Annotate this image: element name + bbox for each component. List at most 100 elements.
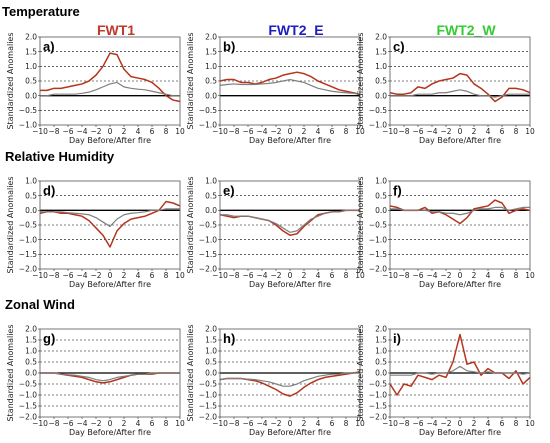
y-tick-label: 0.0 [375,91,387,100]
y-axis-label: Standardized Anomalies [356,324,365,421]
y-tick-label: −0.5 [19,221,37,230]
y-tick-label: −1.5 [369,402,387,411]
x-tick-label: 2 [122,419,127,428]
x-tick-label: 4 [486,127,491,136]
panel-i: −2.0 −1.5 −1.0 −0.5 0.0 0.5 1.0 1.5 2.0 −10 −8 −6 −4… [356,324,535,437]
x-axis-label: Day Before/After fire [69,280,151,289]
y-tick-label: −1.0 [369,121,387,130]
panel-e: −2.0 −1.5 −1.0 −0.5 0.0 0.5 1.0 −10 −8 −6 −4 −2 0 2 4 6… [186,176,365,289]
x-tick-label: −6 [242,419,253,428]
x-tick-label: −2 [270,271,281,280]
column-title-fwt1: FWT1 [97,22,135,38]
y-axis-label: Standardized Anomalies [6,176,15,273]
x-axis-label: Day Before/After fire [249,280,331,289]
x-tick-label: 10 [175,271,185,280]
x-tick-label: 2 [472,419,477,428]
x-tick-label: 2 [302,127,307,136]
x-tick-label: 8 [514,419,519,428]
x-tick-label: −8 [228,127,239,136]
x-tick-label: 2 [302,271,307,280]
y-tick-label: −1.5 [19,250,37,259]
y-axis-label: Standardized Anomalies [186,32,195,129]
x-tick-label: 6 [500,271,505,280]
panel-label: i) [393,331,401,346]
x-tick-label: 4 [136,419,141,428]
y-tick-label: −1.0 [369,391,387,400]
y-axis-label: Standardized Anomalies [186,176,195,273]
x-tick-label: 0 [108,127,113,136]
series-line-secondary [390,365,531,376]
y-tick-label: 1.5 [25,47,37,56]
x-tick-label: 0 [458,127,463,136]
x-tick-label: 4 [486,419,491,428]
y-tick-label: 1.0 [375,177,387,186]
series-line-primary [39,200,181,248]
y-tick-label: −1.0 [19,121,37,130]
y-tick-label: −1.0 [199,121,217,130]
x-tick-label: 2 [472,127,477,136]
x-tick-label: 6 [330,419,335,428]
x-tick-label: −8 [48,127,59,136]
panel-a: −1.0 −0.5 0.0 0.5 1.0 1.5 2.0 −10 −8 −6 −4 −2 0 2 4 6 8 1… [6,32,185,145]
x-tick-label: −2 [440,127,451,136]
y-tick-label: 1.5 [375,336,387,345]
x-tick-label: 6 [500,419,505,428]
x-axis-label: Day Before/After fire [419,428,501,437]
panel-f: −2.0 −1.5 −1.0 −0.5 0.0 0.5 1.0 −10 −8 −6 −4 −2 0 2 4 6… [356,176,535,289]
panels-layer: −1.0−0.50.00.51.01.52.0−10 −8 −6 −4 −2 0 2 4 6 8 1… [6,32,535,437]
y-tick-label: 2.0 [375,325,387,334]
y-tick-label: −0.5 [19,106,37,115]
x-tick-label: −2 [270,419,281,428]
y-tick-label: 1.0 [375,347,387,356]
panel-label: f) [393,183,402,198]
x-tick-label: 6 [330,271,335,280]
x-tick-label: 0 [108,419,113,428]
panel-d: −2.0 −1.5 −1.0 −0.5 0.0 0.5 1.0 −10 −8 −6 −4 −2 0 2 4 6… [6,176,185,289]
y-tick-label: −2.0 [199,265,217,274]
x-tick-label: 10 [355,127,365,136]
x-axis-label: Day Before/After fire [419,136,501,145]
y-tick-label: −0.5 [369,380,387,389]
x-tick-label: −4 [256,271,267,280]
x-tick-label: 6 [150,127,155,136]
row-title-relative-humidity: Relative Humidity [5,149,115,164]
x-tick-label: 10 [525,419,535,428]
y-tick-label: 2.0 [25,325,37,334]
y-tick-label: 0.5 [205,191,217,200]
series-line-secondary [40,81,180,97]
y-tick-label: 1.0 [205,347,217,356]
y-tick-label: 0.0 [25,369,37,378]
titles-layer: Temperature Relative Humidity Zonal Wind… [2,4,496,312]
y-tick-label: −1.0 [369,235,387,244]
panel-c: −1.0−0.50.00.51.01.52.0−10 −8 −6 −4 −2 0 2 4 6 8 1… [356,32,535,145]
series-line-primary [40,52,181,103]
x-tick-label: −4 [76,127,87,136]
x-tick-label: 8 [344,271,349,280]
y-tick-label: −0.5 [199,106,217,115]
series-line-secondary [220,209,360,233]
y-tick-label: −0.5 [199,380,217,389]
x-tick-label: −6 [412,127,423,136]
row-title-zonal-wind: Zonal Wind [5,297,75,312]
y-tick-label: 1.0 [25,347,37,356]
y-tick-label: 1.0 [205,177,217,186]
column-title-fwt2-w: FWT2_W [436,22,496,38]
row-title-temperature: Temperature [2,4,80,19]
panel-h: −2.0 −1.5 −1.0 −0.5 0.0 0.5 1.0 1.5 2.0 −10 −8 −6 −4… [186,324,365,437]
y-tick-label: 0.0 [375,206,387,215]
panel-label: g) [43,331,55,346]
y-tick-label: −2.0 [369,265,387,274]
x-tick-label: 2 [122,127,127,136]
x-tick-label: −6 [62,419,73,428]
x-tick-label: −10 [382,127,398,136]
x-tick-label: −10 [212,419,228,428]
x-tick-label: −8 [48,419,59,428]
y-tick-label: −1.0 [199,391,217,400]
x-tick-label: 0 [288,127,293,136]
y-tick-label: 1.5 [25,336,37,345]
x-tick-label: 10 [355,419,365,428]
panel-label: d) [43,183,55,198]
x-tick-label: −6 [412,271,423,280]
panel-label: a) [43,39,55,54]
series-line-secondary [219,78,361,95]
